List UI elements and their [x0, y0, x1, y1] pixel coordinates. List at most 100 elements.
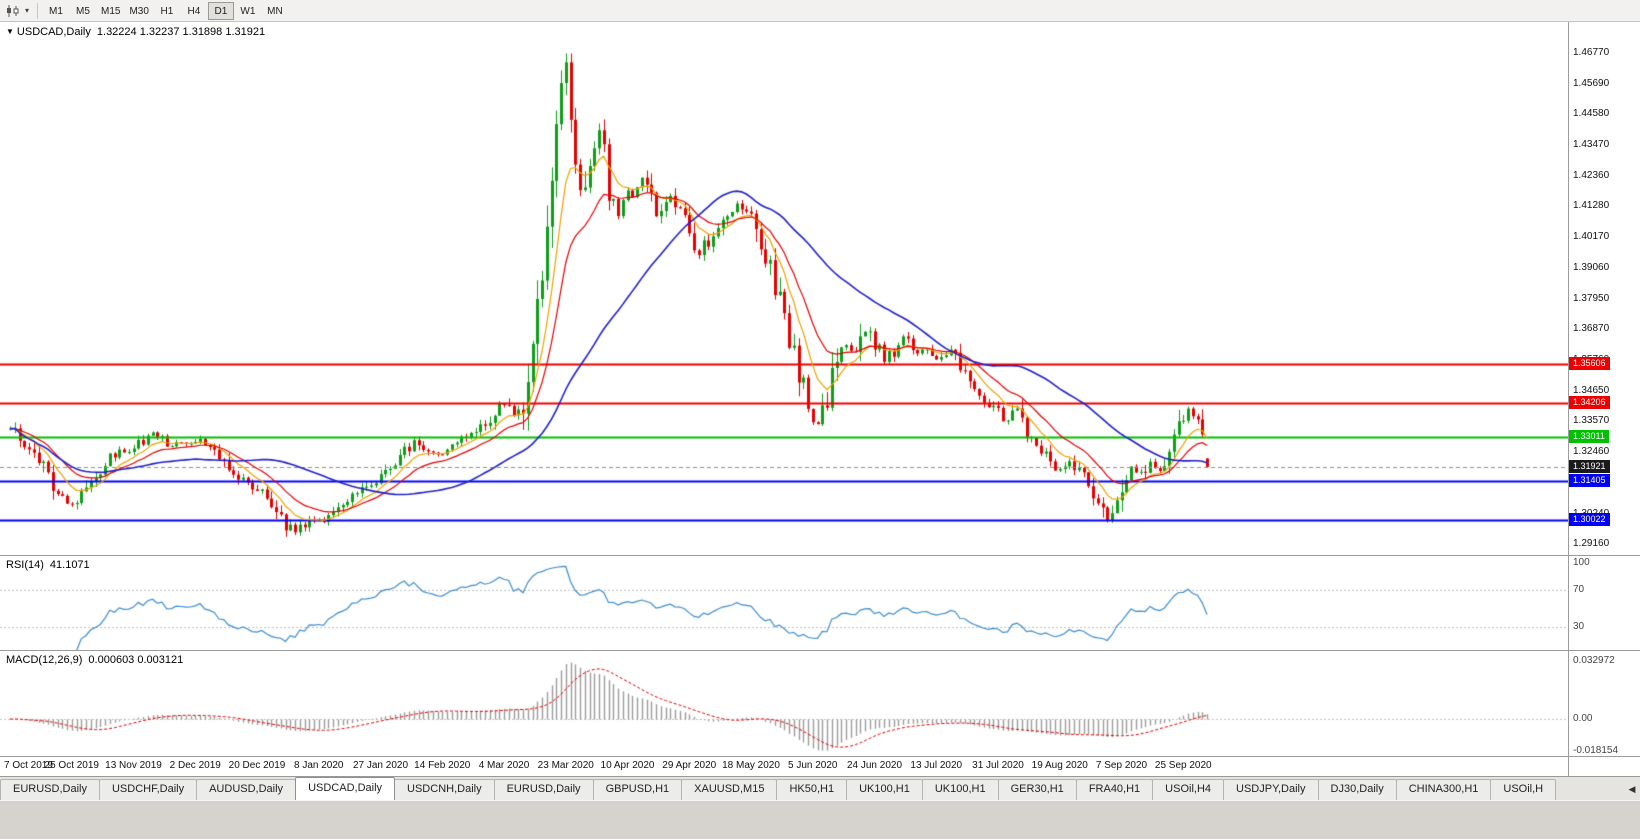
- macd-values: 0.000603 0.003121: [88, 654, 184, 666]
- hline-price-tag-1.31405[interactable]: 1.31405: [1569, 474, 1610, 488]
- price-axis-label: 1.45690: [1573, 77, 1610, 89]
- toolbar-separator: [37, 2, 38, 19]
- price-axis-label: 1.42360: [1573, 170, 1610, 182]
- date-axis-label: 25 Oct 2019: [44, 760, 99, 771]
- chart-tab-ger30-h1[interactable]: GER30,H1: [997, 779, 1077, 800]
- date-axis-label: 27 Jan 2020: [352, 760, 409, 771]
- chart-ohlc-values: 1.32224 1.32237 1.31898 1.31921: [96, 26, 266, 38]
- price-axis-label: 1.37950: [1573, 293, 1610, 305]
- date-axis-label: 25 Sep 2020: [1154, 760, 1212, 771]
- hline-price-tag-1.30022[interactable]: 1.30022: [1569, 512, 1610, 526]
- chart-tab-usdcad-daily[interactable]: USDCAD,Daily: [295, 777, 396, 800]
- chart-tabs: EURUSD,Daily USDCHF,Daily AUDUSD,Daily USDC…: [0, 777, 1624, 800]
- date-axis-label: 29 Apr 2020: [662, 760, 717, 771]
- price-axis-label: 1.46770: [1573, 47, 1610, 59]
- rsi-level-label: 100: [1573, 557, 1590, 569]
- timeframe-button-m5[interactable]: M5: [76, 5, 90, 17]
- price-axis-label: 1.34650: [1573, 384, 1610, 396]
- timeframe-buttons: M1 M5 M15 M30 H1 H4 D1 W1 MN: [43, 1, 288, 20]
- panel-separator: [0, 756, 1640, 757]
- date-axis-label: 13 Nov 2019: [105, 760, 162, 771]
- chart-tab-xauusd-m15[interactable]: XAUUSD,M15: [681, 779, 778, 800]
- date-axis-label: 8 Jan 2020: [294, 760, 344, 771]
- macd-panel-label: MACD(12,26,9) 0.000603 0.003121: [6, 654, 183, 666]
- macd-name: MACD(12,26,9): [6, 654, 83, 666]
- date-axis-label: 4 Mar 2020: [478, 760, 530, 771]
- bid-price-tag: 1.31921: [1569, 459, 1610, 473]
- rsi-panel-label: RSI(14) 41.1071: [6, 559, 90, 571]
- price-axis-separator: [1568, 22, 1569, 776]
- chart-tab-dj30-daily[interactable]: DJ30,Daily: [1317, 779, 1397, 800]
- macd-axis-label: -0.018154: [1573, 744, 1619, 756]
- price-axis-label: 1.36870: [1573, 323, 1610, 335]
- date-axis-label: 13 Jul 2020: [910, 760, 963, 771]
- timeframe-button-mn[interactable]: MN: [267, 5, 283, 17]
- chart-tab-usdchf-daily[interactable]: USDCHF,Daily: [98, 779, 198, 800]
- chart-title: ▼ USDCAD,Daily 1.32224 1.32237 1.31898 1.3…: [6, 26, 265, 38]
- hline-price-tag-1.34206[interactable]: 1.34206: [1569, 396, 1610, 410]
- chart-tab-usoil-h4[interactable]: USOil,H4: [1152, 779, 1225, 800]
- timeframe-button-m15[interactable]: M15: [101, 5, 121, 17]
- rsi-level-label: 70: [1573, 584, 1585, 596]
- price-axis-label: 1.43470: [1573, 139, 1610, 151]
- price-axis-label: 1.40170: [1573, 231, 1610, 243]
- date-axis-label: 19 Aug 2020: [1031, 760, 1088, 771]
- price-chart-canvas[interactable]: [0, 22, 1568, 556]
- date-axis-label: 18 May 2020: [722, 760, 780, 771]
- panel-separator: [0, 555, 1640, 556]
- macd-axis-label: 0.032972: [1573, 654, 1615, 666]
- chart-tab-eurusd-daily[interactable]: EURUSD,Daily: [0, 779, 100, 800]
- rsi-name: RSI(14): [6, 559, 44, 571]
- timeframe-button-h4[interactable]: H4: [187, 5, 201, 17]
- date-axis-label: 14 Feb 2020: [414, 760, 471, 771]
- timeframe-button-d1[interactable]: D1: [207, 1, 234, 20]
- price-axis-label: 1.32460: [1573, 445, 1610, 457]
- price-axis-label: 1.44580: [1573, 108, 1610, 120]
- tab-scroll-left-icon[interactable]: ◀: [1628, 784, 1636, 794]
- price-axis-label: 1.41280: [1573, 200, 1610, 212]
- chart-tab-audusd-daily[interactable]: AUDUSD,Daily: [196, 779, 297, 800]
- price-axis-label: 1.29160: [1573, 537, 1610, 549]
- chart-tab-hk50-h1[interactable]: HK50,H1: [776, 779, 848, 800]
- status-bar: [0, 800, 1640, 839]
- chart-type-dropdown-icon[interactable]: ▾: [24, 6, 29, 15]
- candlestick-glyph: [7, 4, 19, 17]
- date-axis-label: 24 Jun 2020: [846, 760, 903, 771]
- timeframe-button-h1[interactable]: H1: [160, 5, 174, 17]
- macd-indicator-canvas[interactable]: [0, 651, 1568, 756]
- price-axis-label: 1.39060: [1573, 262, 1610, 274]
- chart-tab-gbpusd-h1[interactable]: GBPUSD,H1: [592, 779, 683, 800]
- symbol-dropdown-icon[interactable]: ▼: [6, 27, 14, 36]
- timeframe-toolbar: ▾ M1 M5 M15 M30 H1 H4 D1 W1 MN: [0, 0, 1640, 22]
- date-axis-label: 20 Dec 2019: [228, 760, 286, 771]
- chart-type-icon[interactable]: [4, 2, 22, 20]
- rsi-indicator-canvas[interactable]: [0, 556, 1568, 651]
- date-axis-label: 23 Mar 2020: [537, 760, 594, 771]
- chart-tab-usoil-h[interactable]: USOil,H: [1490, 779, 1557, 800]
- date-axis-label: 31 Jul 2020: [972, 760, 1024, 771]
- chart-tab-usdjpy-daily[interactable]: USDJPY,Daily: [1223, 779, 1319, 800]
- price-axis-label: 1.33570: [1573, 414, 1610, 426]
- chart-tab-uk100-h1[interactable]: UK100,H1: [921, 779, 999, 800]
- hline-price-tag-1.33011[interactable]: 1.33011: [1569, 429, 1609, 443]
- date-axis-label: 2 Dec 2019: [169, 760, 221, 771]
- date-axis-label: 10 Apr 2020: [600, 760, 655, 771]
- chart-tab-fra40-h1[interactable]: FRA40,H1: [1075, 779, 1154, 800]
- chart-tab-uk100-h1[interactable]: UK100,H1: [846, 779, 923, 800]
- date-axis-label: 7 Oct 2019: [4, 760, 53, 771]
- date-axis-label: 5 Jun 2020: [788, 760, 838, 771]
- chart-tab-china300-h1[interactable]: CHINA300,H1: [1395, 779, 1492, 800]
- date-axis-label: 7 Sep 2020: [1095, 760, 1148, 771]
- timeframe-button-m30[interactable]: M30: [129, 5, 149, 17]
- timeframe-button-w1[interactable]: W1: [240, 5, 256, 17]
- panel-separator: [0, 650, 1640, 651]
- chart-tab-usdcnh-daily[interactable]: USDCNH,Daily: [394, 779, 495, 800]
- timeframe-button-m1[interactable]: M1: [49, 5, 63, 17]
- rsi-level-label: 30: [1573, 620, 1585, 632]
- chart-tab-bar: EURUSD,Daily USDCHF,Daily AUDUSD,Daily USDC…: [0, 776, 1640, 800]
- chart-symbol-label: USDCAD,Daily: [16, 26, 91, 38]
- rsi-value: 41.1071: [49, 559, 90, 571]
- chart-tab-eurusd-daily[interactable]: EURUSD,Daily: [493, 779, 594, 800]
- hline-price-tag-1.35606[interactable]: 1.35606: [1569, 357, 1610, 371]
